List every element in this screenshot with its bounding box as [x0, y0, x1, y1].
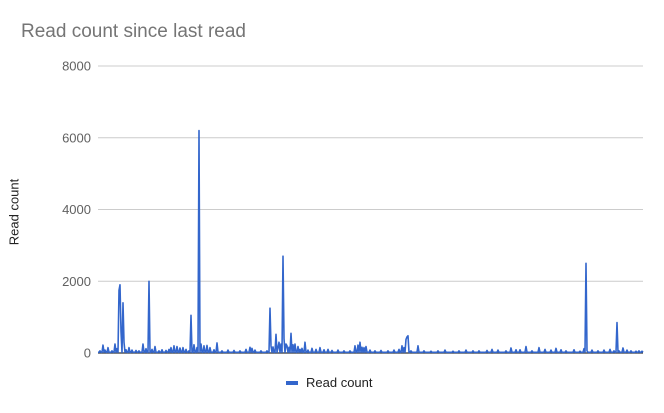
y-tick-label: 2000 — [62, 274, 91, 289]
series-line-read-count[interactable] — [98, 129, 644, 354]
legend-label: Read count — [306, 375, 373, 390]
y-tick-label: 4000 — [62, 202, 91, 217]
chart-title: Read count since last read — [21, 21, 246, 42]
legend-swatch — [286, 380, 298, 385]
y-tick-label: 0 — [84, 346, 91, 361]
y-tick-label: 6000 — [62, 130, 91, 145]
legend[interactable]: Read count — [286, 375, 373, 390]
y-tick-label: 8000 — [62, 59, 91, 74]
